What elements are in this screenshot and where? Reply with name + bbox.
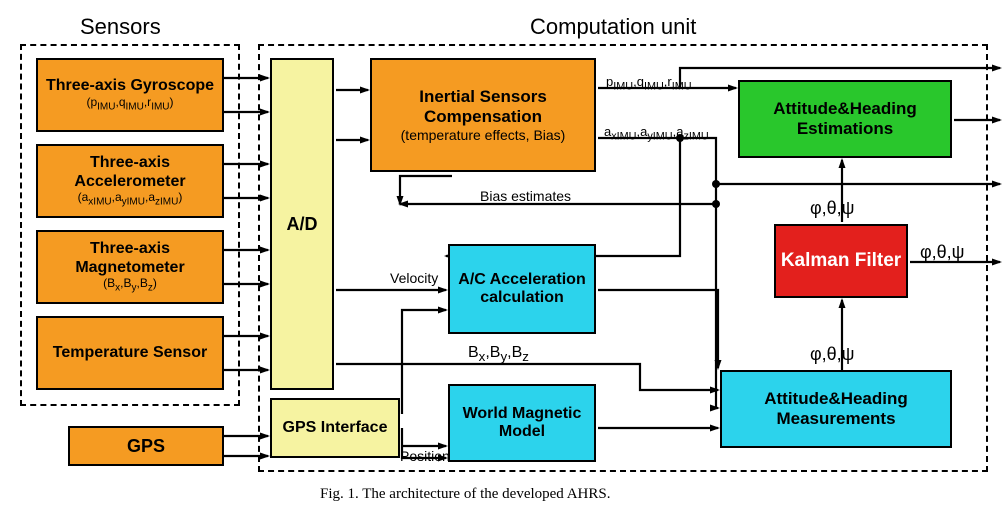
label-axyz: axIMU,ayIMU,azIMU [604, 124, 709, 143]
box-gpsif: GPS Interface [270, 398, 400, 458]
box-accel-sub: (axIMU,ayIMU,azIMU) [78, 191, 183, 208]
box-gyro: Three-axis Gyroscope(pIMU,qIMU,rIMU) [36, 58, 224, 132]
box-accel-title: Three-axis Accelerometer [42, 154, 218, 191]
label-bxbybz: Bx,By,Bz [468, 344, 529, 364]
box-magnet: Three-axis Magnetometer(Bx,By,Bz) [36, 230, 224, 304]
box-magnet-sub: (Bx,By,Bz) [103, 277, 157, 294]
box-accalc-title: A/C Acceleration calculation [454, 271, 590, 308]
diagram-stage: Fig. 1. The architecture of the develope… [0, 0, 1006, 512]
box-gps: GPS [68, 426, 224, 466]
label-position: Position [400, 448, 450, 464]
box-est-title: Attitude&Heading Estimations [744, 99, 946, 138]
label-pqq: pIMU,qIMU,rIMU [606, 74, 692, 93]
box-compblk: Inertial Sensors Compensation(temperatur… [370, 58, 596, 172]
box-accalc: A/C Acceleration calculation [448, 244, 596, 334]
box-ad: A/D [270, 58, 334, 390]
box-est: Attitude&Heading Estimations [738, 80, 952, 158]
box-kf-title: Kalman Filter [781, 250, 901, 272]
box-gps-title: GPS [127, 436, 165, 457]
label-bias: Bias estimates [480, 188, 571, 204]
figure-caption: Fig. 1. The architecture of the develope… [320, 486, 611, 503]
box-compblk-title: Inertial Sensors Compensation [376, 87, 590, 126]
box-gpsif-title: GPS Interface [283, 419, 388, 437]
box-compblk-sub: (temperature effects, Bias) [401, 127, 566, 143]
box-meas: Attitude&Heading Measurements [720, 370, 952, 448]
box-temp-title: Temperature Sensor [53, 344, 207, 362]
label-phi3: φ,θ,ψ [810, 344, 855, 365]
label-velocity: Velocity [390, 270, 438, 286]
box-wmm-title: World Magnetic Model [454, 405, 590, 442]
box-magnet-title: Three-axis Magnetometer [42, 240, 218, 277]
box-accel: Three-axis Accelerometer(axIMU,ayIMU,azI… [36, 144, 224, 218]
box-meas-title: Attitude&Heading Measurements [726, 389, 946, 428]
header-sensors: Sensors [80, 14, 161, 40]
label-phi2: φ,θ,ψ [920, 242, 965, 263]
box-gyro-title: Three-axis Gyroscope [46, 77, 214, 95]
box-temp: Temperature Sensor [36, 316, 224, 390]
box-wmm: World Magnetic Model [448, 384, 596, 462]
box-kf: Kalman Filter [774, 224, 908, 298]
box-ad-title: A/D [287, 214, 318, 235]
box-gyro-sub: (pIMU,qIMU,rIMU) [86, 96, 173, 113]
label-phi1: φ,θ,ψ [810, 198, 855, 219]
header-compunit: Computation unit [530, 14, 696, 40]
